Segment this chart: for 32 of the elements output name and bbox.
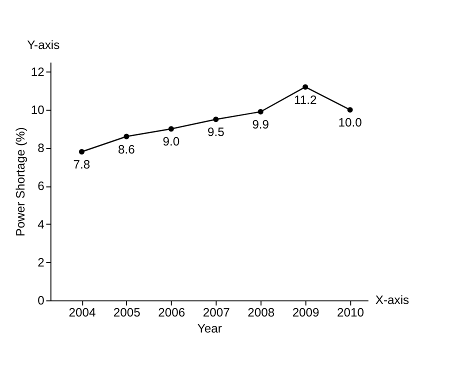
data-label: 11.2 [294,92,317,107]
x-tick-label: 2004 [68,306,96,320]
data-label: 7.8 [73,158,90,172]
data-label: 9.5 [207,125,225,140]
x-axis-title: Year [197,322,222,336]
y-tick-label: 2 [38,255,45,270]
y-tick-label: 0 [38,294,45,308]
point [124,134,130,140]
point [78,148,84,154]
point [168,126,174,132]
data-label: 8.6 [118,142,136,156]
data-label: 10.0 [338,116,362,130]
y-tick-label: 12 [30,64,45,79]
y-tick-label: 10 [30,103,45,118]
x-tick-label: 2005 [113,306,141,320]
point [258,108,264,114]
x-tick-label: 2008 [248,306,275,320]
text: X-axis [375,293,410,308]
x-tick-label: 2007 [202,306,230,320]
x-tick-label: 2010 [337,306,364,320]
data-label: 9.0 [162,134,180,149]
y-tick-label: 8 [38,141,45,156]
point [213,116,219,122]
x-tick-label: 2006 [158,306,186,320]
point [302,84,308,90]
y-tick-label: 4 [38,217,45,232]
y-tick-label: 6 [38,179,45,194]
point [347,107,353,113]
text: Y-axis [27,38,60,52]
y-axis-title: Power Shortage (%) [13,127,28,236]
data-label: 9.9 [252,118,270,132]
x-tick-label: 2009 [292,306,320,320]
